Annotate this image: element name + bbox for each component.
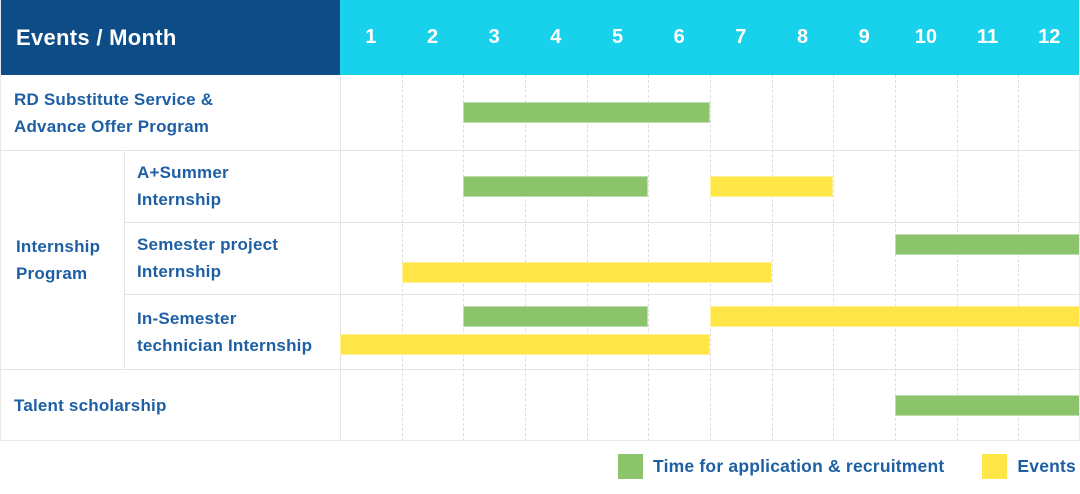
month-grid-line	[586, 75, 588, 441]
row-divider	[0, 150, 1080, 151]
row-divider	[124, 294, 1080, 295]
legend-swatch-events-icon	[982, 453, 1008, 479]
month-header-cell-12: 12	[1038, 26, 1061, 48]
month-header-cell-6: 6	[673, 26, 685, 48]
gantt-bar-event-m1-m6	[340, 334, 710, 355]
gantt-bar-application-m10-m12	[895, 394, 1080, 416]
month-header-cell-2: 2	[426, 26, 439, 48]
group-label-internship-program: Internship Program	[16, 150, 124, 369]
gantt-table: Events / Month 1 2 3 4 5 6 7 8 9 10 11 12 Internshi…	[0, 0, 1080, 441]
legend-swatch-application-icon	[618, 453, 644, 479]
month-grid-line	[401, 75, 403, 441]
month-header-cell-7: 7	[735, 26, 747, 48]
row-label-1: RD Substitute Service & Advance Offer Pro…	[14, 75, 340, 150]
label-line: Advance Offer Program	[14, 116, 210, 136]
label-chart-divider	[340, 75, 341, 441]
month-grid-line	[895, 75, 896, 441]
label-line: Program	[16, 263, 88, 283]
month-header-cell-11: 11	[976, 26, 999, 48]
month-header-cell-1: 1	[365, 26, 377, 48]
label-line: technician Internship	[137, 335, 313, 355]
corner-header-cell: Events / Month	[0, 0, 340, 75]
row-label-3: Semester project Internship	[137, 222, 340, 294]
row-label-4: In-Semester technician Internship	[137, 294, 340, 369]
label-line: Internship	[16, 236, 101, 256]
month-header-cell-4: 4	[550, 26, 562, 48]
legend-label-events: Events	[1017, 455, 1076, 476]
month-header-cell-10: 10	[914, 26, 937, 48]
label-line: A+Summer	[137, 163, 229, 182]
month-grid-line	[710, 75, 711, 441]
month-header-band: 1 2 3 4 5 6 7 8 9 10 11 12	[340, 0, 1080, 75]
month-grid-line	[648, 75, 650, 441]
row-label-5: Talent scholarship	[14, 369, 340, 441]
gantt-bar-application-m3-m6	[463, 102, 710, 123]
gantt-bar-event-m2-m7	[401, 262, 772, 283]
month-grid-line	[525, 75, 526, 441]
gantt-bar-application-m3-m5	[463, 175, 649, 197]
month-header-cell-3: 3	[488, 26, 500, 48]
month-grid-line	[956, 75, 958, 441]
month-grid-line	[463, 75, 465, 441]
row-divider	[124, 222, 1080, 223]
label-line: Internship	[137, 190, 222, 209]
month-grid-line	[833, 75, 835, 441]
month-header-cell-8: 8	[796, 26, 809, 48]
gantt-bar-event-m7-m12	[710, 306, 1080, 327]
month-header-cell-9: 9	[858, 26, 870, 48]
gantt-bar-application-m10-m12	[895, 234, 1080, 255]
gantt-bar-event-m7-m8	[710, 175, 834, 197]
label-line: Semester project	[137, 235, 279, 254]
row-label-2: A+Summer Internship	[137, 150, 340, 222]
label-line: Internship	[137, 262, 222, 281]
month-header-cell-5: 5	[611, 26, 624, 48]
group-sublabel-divider	[124, 150, 125, 369]
gantt-bar-application-m3-m5	[463, 306, 649, 327]
month-grid-line	[771, 75, 773, 441]
label-line: RD Substitute Service &	[14, 89, 214, 109]
legend-label-application: Time for application & recruitment	[653, 455, 945, 476]
legend: Time for application & recruitment Event…	[618, 449, 1076, 483]
label-line: In-Semester	[137, 308, 237, 328]
row-divider	[0, 369, 1080, 370]
month-grid-line	[1018, 75, 1020, 441]
table-title: Events / Month	[16, 24, 177, 50]
label-line: Talent scholarship	[14, 395, 167, 415]
